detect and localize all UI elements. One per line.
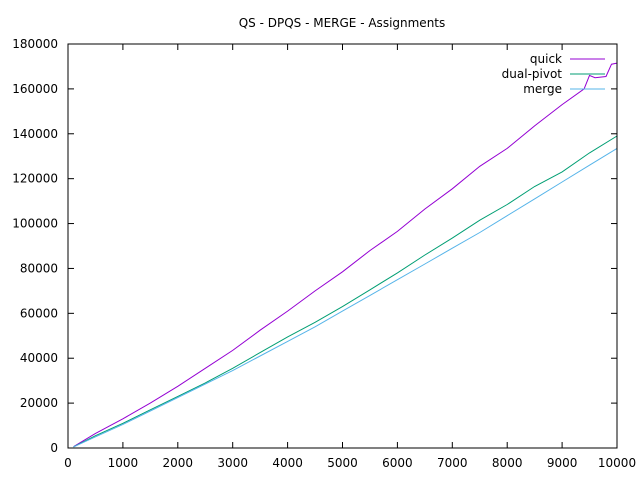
y-tick-label: 60000 xyxy=(20,306,58,320)
x-tick-label: 0 xyxy=(64,456,72,470)
legend-label: quick xyxy=(530,52,562,66)
series-line-quick xyxy=(73,62,618,448)
y-tick-label: 20000 xyxy=(20,396,58,410)
x-tick-label: 3000 xyxy=(217,456,248,470)
x-tick-label: 7000 xyxy=(437,456,468,470)
x-tick-label: 10000 xyxy=(598,456,636,470)
series-layer xyxy=(73,62,618,448)
x-tick-label: 5000 xyxy=(327,456,358,470)
legend-label: merge xyxy=(523,82,562,96)
y-tick-label: 180000 xyxy=(12,37,58,51)
axis-ticks: 0 1000 2000 3000 4000 5000 6000 7000 8000 9000 100… xyxy=(12,37,636,470)
plot-frame xyxy=(67,43,618,449)
series-line-dual-pivot xyxy=(73,135,618,448)
chart-title: QS - DPQS - MERGE - Assignments xyxy=(239,16,446,30)
y-tick-label: 40000 xyxy=(20,351,58,365)
y-tick-label: 0 xyxy=(50,441,58,455)
x-tick-label: 6000 xyxy=(382,456,413,470)
y-tick-label: 80000 xyxy=(20,261,58,275)
x-tick-label: 4000 xyxy=(272,456,303,470)
y-tick-label: 140000 xyxy=(12,127,58,141)
x-tick-label: 1000 xyxy=(108,456,139,470)
y-tick-label: 120000 xyxy=(12,172,58,186)
x-tick-label: 9000 xyxy=(547,456,578,470)
x-tick-label: 8000 xyxy=(492,456,523,470)
x-tick-label: 2000 xyxy=(163,456,194,470)
series-line-merge xyxy=(73,147,618,448)
y-tick-label: 160000 xyxy=(12,82,58,96)
y-tick-label: 100000 xyxy=(12,217,58,231)
legend-label: dual-pivot xyxy=(502,67,563,81)
